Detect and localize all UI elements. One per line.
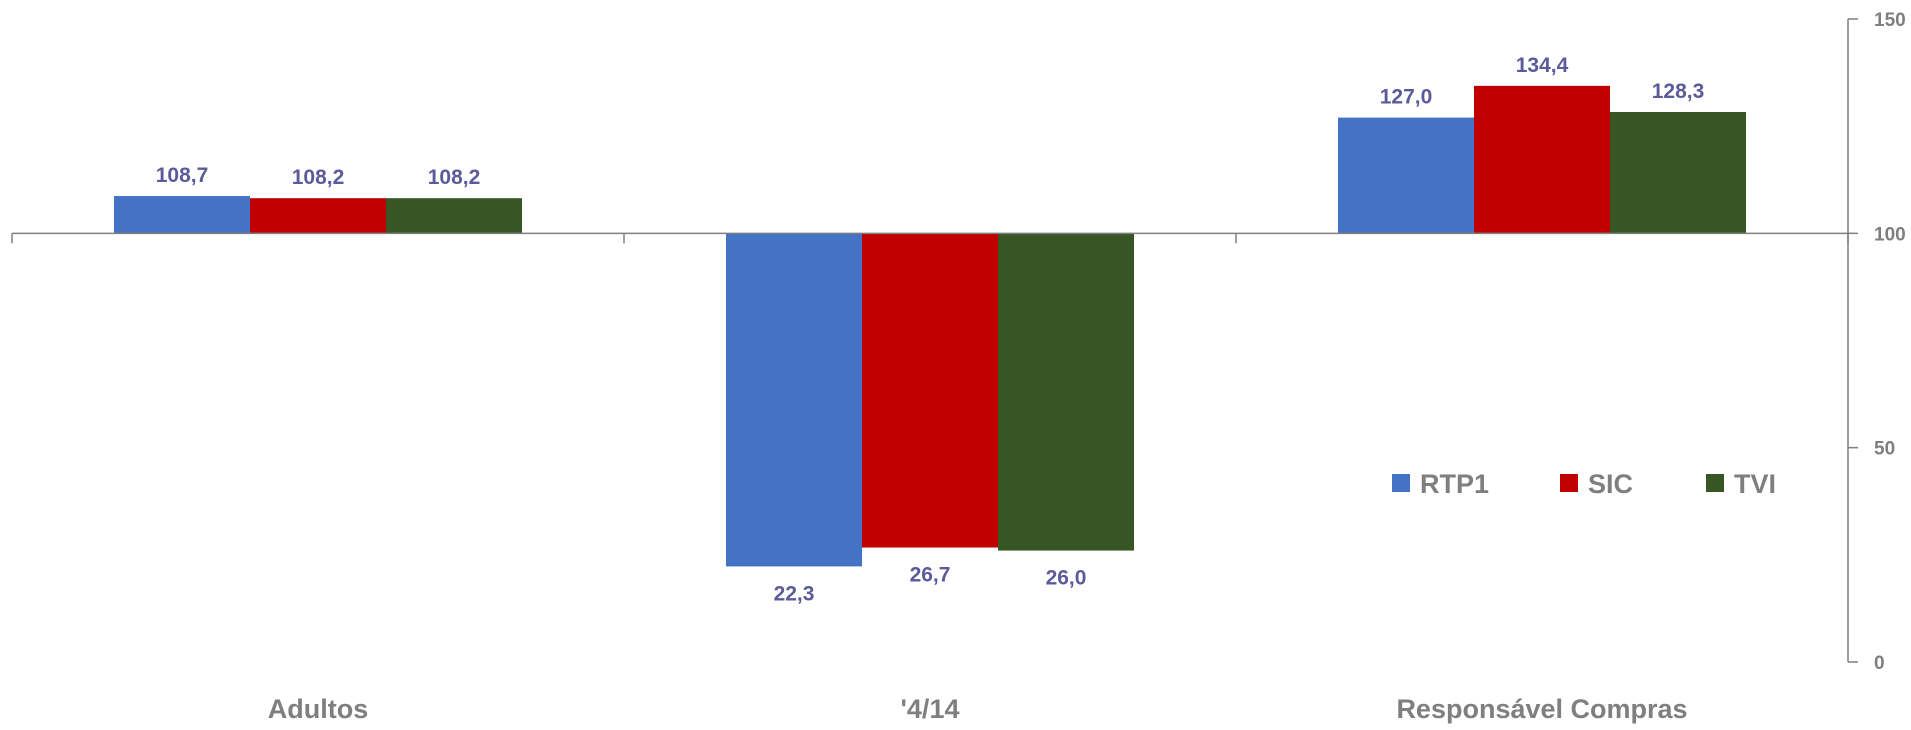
- legend-label-rtp1: RTP1: [1420, 469, 1489, 499]
- bar-tvi-2: [998, 233, 1134, 551]
- data-label-rtp1-1: 108,7: [156, 164, 209, 187]
- category-label-3: Responsável Compras: [1396, 694, 1687, 724]
- data-label-rtp1-2: 22,3: [774, 582, 815, 605]
- legend: RTP1 SIC TVI: [1392, 469, 1776, 499]
- category-label-2: '4/14: [901, 694, 960, 724]
- bar-sic-2: [862, 233, 998, 548]
- data-label-sic-1: 108,2: [292, 166, 345, 189]
- y-tick-label: 150: [1874, 10, 1906, 31]
- category-label-1: Adultos: [268, 694, 369, 724]
- axis-layer: Adultos '4/14 Responsável Compras 0 50 100 150: [11, 10, 1906, 724]
- data-labels-layer: 108,7 108,2 108,2 22,3 26,7 26,0 127,0 134,4 128…: [156, 54, 1705, 606]
- y-tick-label: 0: [1874, 653, 1885, 674]
- legend-label-tvi: TVI: [1734, 469, 1776, 499]
- data-label-sic-2: 26,7: [910, 564, 951, 587]
- data-label-rtp1-3: 127,0: [1380, 86, 1433, 109]
- bar-sic-3: [1474, 85, 1610, 234]
- bar-tvi-3: [1610, 112, 1746, 234]
- y-tick-label: 50: [1874, 439, 1895, 460]
- data-label-tvi-1: 108,2: [428, 166, 481, 189]
- bar-sic-1: [250, 198, 386, 234]
- bar-rtp1-3: [1338, 117, 1474, 234]
- data-label-tvi-2: 26,0: [1046, 567, 1087, 590]
- data-label-tvi-3: 128,3: [1652, 80, 1705, 103]
- y-tick-label: 100: [1874, 224, 1906, 245]
- data-label-sic-3: 134,4: [1516, 54, 1569, 77]
- bars-layer: [114, 85, 1746, 567]
- bar-tvi-1: [386, 198, 522, 234]
- legend-swatch-sic: [1560, 474, 1578, 492]
- legend-swatch-tvi: [1706, 474, 1724, 492]
- legend-swatch-rtp1: [1392, 474, 1410, 492]
- legend-label-sic: SIC: [1588, 469, 1633, 499]
- bar-rtp1-2: [726, 233, 862, 567]
- bar-rtp1-1: [114, 196, 250, 234]
